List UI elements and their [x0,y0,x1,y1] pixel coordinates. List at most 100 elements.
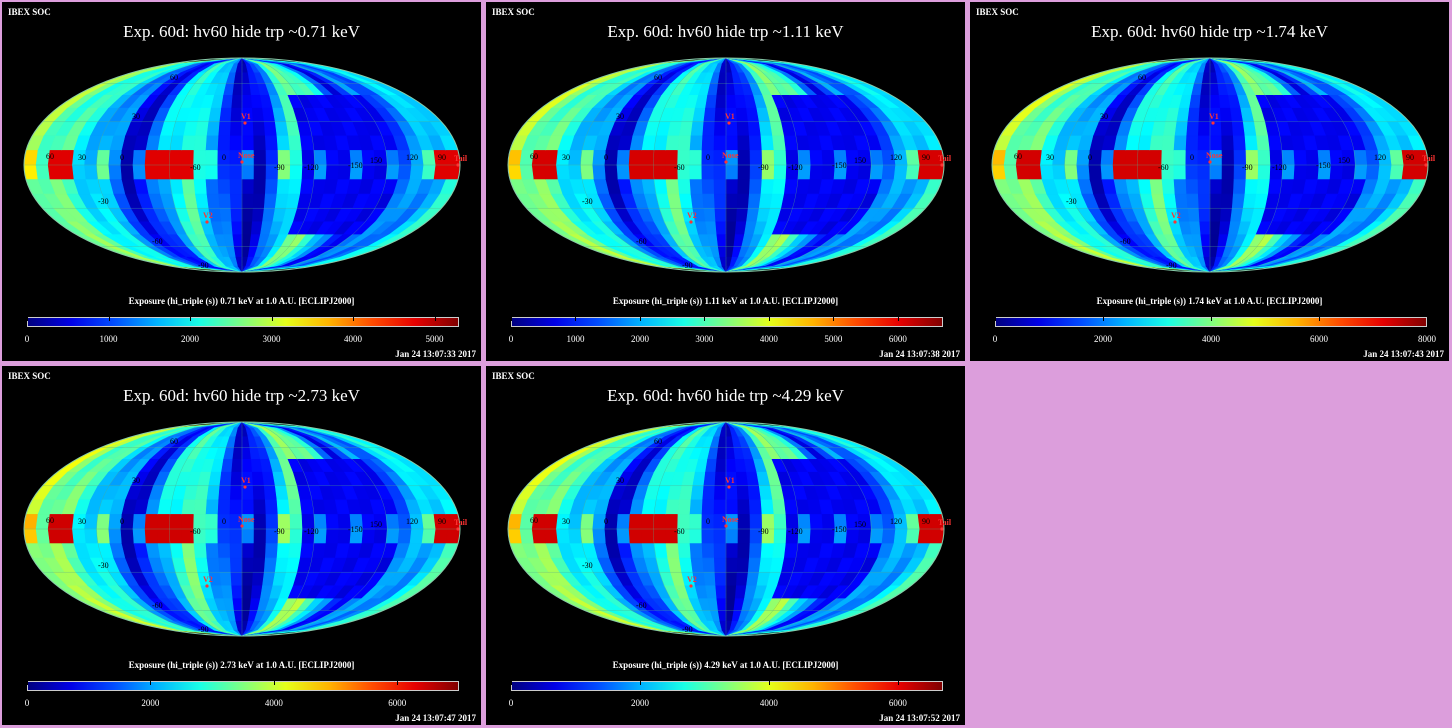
sky-pixel [241,193,255,209]
sky-pixel [181,499,196,515]
sky-pixel [665,499,680,515]
sky-pixel [845,528,860,544]
latitude-label: -30 [98,561,109,570]
colorbar-tick-label: 5000 [824,334,843,344]
sky-pixel [519,164,535,180]
sky-pixel [665,543,680,559]
colorbar-tick-label: 2000 [181,334,200,344]
colorbar-tick-label: 2000 [630,698,649,708]
map-svg: 60 30 0 -30 -60 -90 60 30 0 -60 -90 -120 -150 150 120 9… [991,57,1436,273]
sky-pixel [229,499,243,515]
sky-pixel [713,179,727,195]
sky-pixel [59,514,75,530]
sky-pixel [1221,164,1235,180]
sky-pixel [96,164,111,180]
sky-pixel [653,499,669,515]
map-panel-4: 60 30 0 -30 -60 -90 60 30 0 -60 -90 -120 -150 150 120 9… [2,366,481,725]
sky-pixel [59,150,75,166]
marker-v1-label: V1 [1209,112,1219,121]
longitude-label: 60 [530,152,538,161]
sky-pixel [361,528,376,544]
sky-pixel [809,150,824,166]
sky-pixel [35,528,51,544]
colorbar-tick-label: 0 [24,698,30,708]
sky-pixel [205,514,219,530]
sky-pixel [641,543,657,559]
sky-pixel [217,499,231,515]
sky-pixel [652,514,667,530]
sky-pixel [652,528,667,544]
sky-pixel [1209,221,1221,235]
colorbar-label: Exposure (hi_triple (s)) 1.74 keV at 1.0… [1096,296,1323,306]
sky-pixel [251,471,265,487]
sky-pixel [1015,164,1031,180]
sky-pixel [219,107,233,123]
sky-pixel [251,107,265,123]
colorbar-tick [27,317,28,321]
sky-pixel [717,72,727,84]
sky-pixel [289,150,303,166]
sky-pixel [869,514,884,530]
sky-pixel [628,528,643,544]
sky-pixel [716,83,727,96]
longitude-label: 150 [854,520,866,529]
sky-pixel [241,135,255,151]
map-panel-1: 60 30 0 -30 -60 -90 60 30 0 -60 -90 -120 -150 150 120 9… [2,2,481,361]
map-outline [507,421,945,637]
sky-pixel [231,221,243,235]
sky-pixel [1231,193,1246,209]
sky-pixel [241,528,255,544]
sky-pixel [421,528,437,544]
sky-pixel [760,179,775,195]
longitude-label: 60 [1014,152,1022,161]
sky-pixel [592,528,607,544]
sky-pixel [702,193,716,209]
sky-pixel [692,471,706,487]
sky-pixel [705,95,718,109]
sky-pixel [1389,164,1405,180]
sky-pixel [652,150,667,166]
sky-pixel [690,485,705,501]
sky-pixel [1401,164,1417,180]
sky-pixel [1040,164,1055,180]
longitude-label: -150 [832,525,847,534]
colorbar-label: Exposure (hi_triple (s)) 0.71 keV at 1.0… [128,296,355,306]
colorbar-tick [150,681,152,685]
sky-pixel [217,528,231,544]
map-svg: 60 30 0 -30 -60 -90 60 30 0 -60 -90 -120 -150 150 120 9… [507,57,952,273]
sky-pixel [725,179,739,195]
sky-pixel [219,571,233,587]
sky-pixel [713,543,727,559]
sky-pixel [857,528,872,544]
longitude-label: -120 [304,527,319,536]
sky-pixel [736,121,750,137]
sky-pixel [221,459,234,473]
colorbar-tick [1103,317,1104,321]
sky-pixel [397,528,412,544]
latitude-label: -90 [198,261,209,270]
sky-pixel [735,571,749,587]
sky-pixel [543,150,559,166]
sky-pixel [1173,164,1187,180]
sky-pixel [253,135,267,151]
marker-v2-dot [205,220,209,224]
sky-pixel [232,83,243,96]
longitude-label: -150 [832,161,847,170]
sky-pixel [59,164,75,180]
sky-pixel [677,543,692,559]
sky-pixel [628,514,643,530]
colorbar-label: Exposure (hi_triple (s)) 2.73 keV at 1.0… [128,660,355,670]
sky-pixel [715,221,727,235]
sky-pixel [628,164,643,180]
sky-pixel [144,528,159,544]
sky-pixel [276,135,291,151]
sky-pixel [1198,207,1211,223]
marker-v2-label: V2 [687,211,697,220]
sky-pixel [157,135,173,151]
colorbar-tick [108,317,110,321]
sky-pixel [737,514,751,530]
sky-pixel [689,179,704,195]
colorbar-tick [768,681,770,685]
sky-pixel [96,150,111,166]
sky-pixel [263,193,278,209]
